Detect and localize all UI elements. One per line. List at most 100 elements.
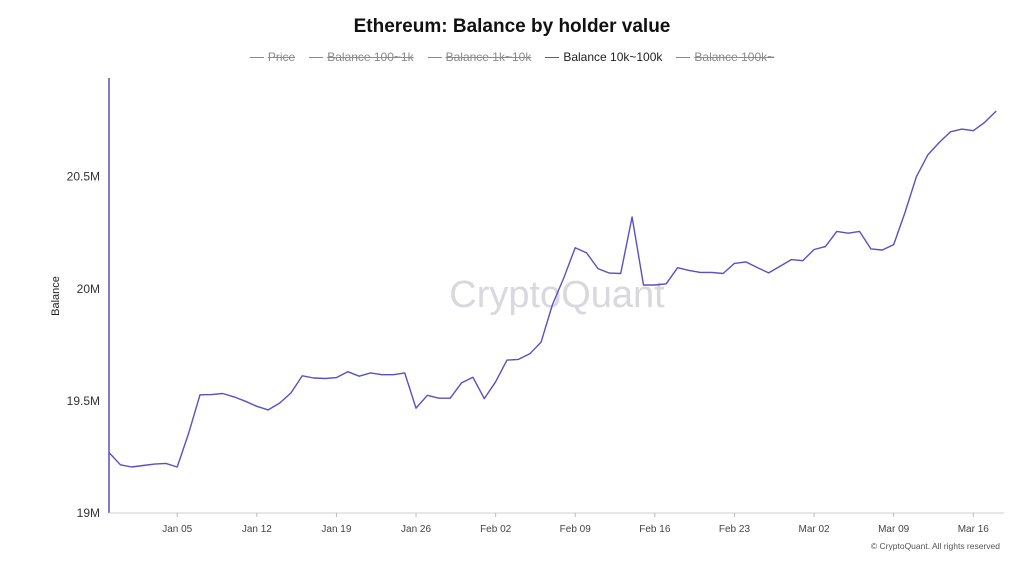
data-point [733,262,735,264]
data-point [620,273,622,274]
legend-label: Balance 10k~100k [563,50,663,64]
data-point [529,353,531,355]
data-point [722,273,724,274]
data-point [199,394,201,396]
y-tick-label: 20M [77,282,100,296]
data-point [915,176,917,178]
data-point [893,244,895,246]
x-tick-label: Feb 09 [560,524,592,535]
data-point [688,269,690,271]
data-point [961,128,963,130]
data-point [404,372,406,374]
data-point [870,248,872,250]
data-point [461,382,462,384]
data-point [631,216,633,218]
data-point [552,304,553,305]
data-point [836,230,838,232]
data-point [824,246,826,248]
data-point [950,131,951,133]
data-point [586,252,588,254]
data-point [279,402,281,404]
x-tick-label: Jan 05 [162,524,192,535]
data-point [131,466,133,468]
data-point [677,267,679,269]
x-tick-label: Feb 02 [480,524,512,535]
data-point [301,375,303,377]
data-point [506,359,508,361]
data-point [904,212,906,213]
data-point [802,260,804,262]
data-point [608,272,610,274]
y-axis: 19M 19.5M 20M 20.5M [67,78,110,520]
x-tick-label: Mar 09 [878,524,910,535]
data-point [438,397,440,399]
x-axis: Jan 05 Jan 12 Jan 19 Jan 26 Feb 02 Feb 09 Feb … [109,512,1004,535]
data-point [324,378,326,379]
data-point [540,341,542,343]
data-point [665,283,667,285]
data-point [222,393,224,394]
data-point [927,154,929,156]
data-point [392,374,394,376]
legend-label: Price [267,50,296,64]
legend-label: Balance 100k~ [694,50,775,64]
x-tick-label: Jan 19 [321,524,351,535]
data-point [119,464,121,466]
data-point [449,397,451,399]
data-point [711,271,713,273]
data-point [972,130,974,132]
x-tick-label: Jan 26 [401,524,431,535]
data-point [984,121,986,123]
data-point [699,271,701,273]
data-point [847,232,849,234]
data-point [176,466,178,468]
data-point [768,272,770,274]
x-tick-label: Mar 16 [958,524,990,535]
data-point [210,394,212,396]
data-point [597,268,599,270]
legend-swatch [545,56,560,58]
data-point [370,372,372,374]
data-point [358,375,360,377]
x-tick-label: Jan 12 [242,524,272,535]
legend-item-balance-1k-10k[interactable]: Balance 1k~10k [427,50,531,64]
data-point [245,400,246,402]
data-point [335,377,337,379]
data-point [563,277,565,279]
legend-swatch [249,56,264,58]
legend-item-balance-100-1k[interactable]: Balance 100~1k [309,50,414,64]
legend-swatch [427,56,442,58]
legend-item-price[interactable]: Price [249,50,296,64]
data-point [938,142,940,144]
chart-title: Ethereum: Balance by holder value [353,16,671,37]
legend-item-balance-10k-100k[interactable]: Balance 10k~100k [545,50,662,64]
data-point [290,392,292,394]
data-point [313,377,315,379]
data-point [154,463,155,465]
x-tick-label: Feb 23 [719,524,751,535]
data-point [415,407,417,409]
data-point [995,110,997,112]
data-point [381,374,383,376]
legend-swatch [676,56,691,58]
data-point [643,284,644,286]
data-point [426,394,428,396]
series-group [108,110,997,468]
data-point [779,265,781,267]
x-tick-label: Mar 02 [798,524,830,535]
data-point [790,259,792,261]
data-point [108,452,110,453]
data-point [517,358,519,360]
y-tick-label: 20.5M [67,170,100,184]
y-axis-title: Balance [50,276,62,316]
legend-item-balance-100k-plus[interactable]: Balance 100k~ [676,50,774,64]
data-point [881,249,883,251]
data-point [256,405,258,407]
data-point [574,247,576,249]
y-tick-label: 19M [77,506,100,520]
y-tick-label: 19.5M [67,394,100,408]
legend-swatch [309,56,324,58]
data-point [142,465,144,466]
data-point [813,249,815,250]
